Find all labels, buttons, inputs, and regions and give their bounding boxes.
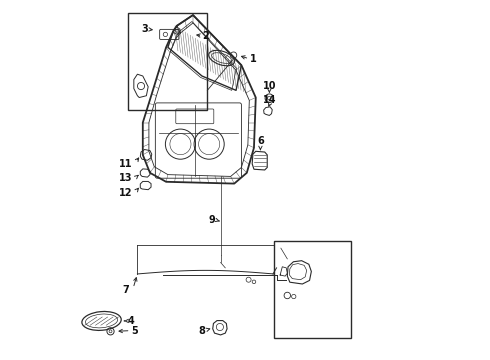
Text: 7: 7 — [123, 285, 129, 296]
Text: 1: 1 — [250, 54, 256, 64]
Text: 11: 11 — [119, 159, 132, 169]
Text: 3: 3 — [141, 24, 148, 35]
Text: 5: 5 — [131, 325, 138, 336]
Text: 10: 10 — [263, 81, 277, 91]
Text: 9: 9 — [209, 215, 216, 225]
Text: 4: 4 — [127, 316, 134, 326]
Text: 12: 12 — [119, 188, 132, 198]
Text: 14: 14 — [263, 95, 277, 105]
Text: 8: 8 — [198, 325, 205, 336]
Text: 13: 13 — [119, 173, 132, 183]
Text: 2: 2 — [203, 31, 209, 41]
Text: 6: 6 — [257, 136, 264, 146]
